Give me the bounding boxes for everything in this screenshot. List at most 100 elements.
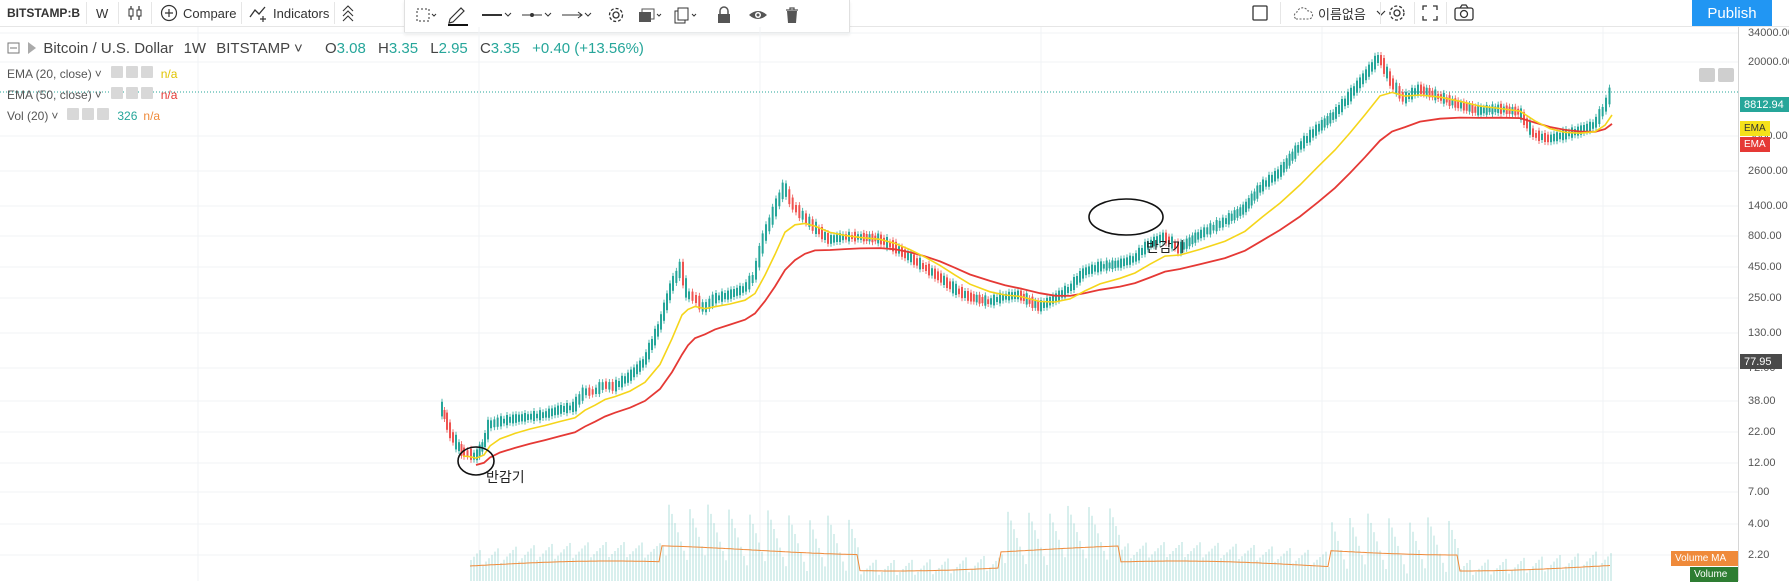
volume-bar bbox=[650, 551, 652, 581]
volume-bar bbox=[1208, 551, 1210, 581]
candle-body bbox=[1457, 100, 1460, 109]
legend-action-icons[interactable] bbox=[108, 87, 153, 102]
selection-tool[interactable] bbox=[413, 4, 439, 26]
fullscreen-toggle[interactable] bbox=[1251, 0, 1269, 26]
templates-button[interactable] bbox=[341, 0, 355, 26]
candle-body bbox=[711, 294, 714, 307]
brush-tool[interactable] bbox=[445, 4, 471, 26]
legend-chevron-icon[interactable]: ˅ bbox=[289, 40, 303, 57]
volume-bar bbox=[1568, 563, 1570, 581]
candle-body bbox=[1411, 87, 1413, 100]
candle-body bbox=[1583, 125, 1585, 133]
candle-body bbox=[527, 414, 529, 420]
volume-value: 326 bbox=[117, 108, 138, 123]
candle-body bbox=[1247, 198, 1250, 209]
bar-style-button[interactable] bbox=[127, 0, 143, 26]
volume-bar bbox=[1310, 565, 1312, 581]
candle-body bbox=[1197, 232, 1200, 240]
candle-body bbox=[721, 291, 723, 302]
volume-bar bbox=[1124, 546, 1126, 581]
volume-bar bbox=[857, 547, 859, 581]
chevron-down-icon[interactable]: ˅ bbox=[51, 108, 59, 123]
line-style-tool[interactable] bbox=[519, 4, 553, 26]
candle-body bbox=[1271, 174, 1273, 183]
volume-bar bbox=[674, 523, 676, 581]
volume-bar bbox=[1160, 545, 1162, 581]
ema20-legend[interactable]: EMA (20, close) ˅ n/a bbox=[7, 66, 177, 81]
compare-button[interactable]: Compare bbox=[160, 0, 236, 26]
drawing-settings[interactable] bbox=[603, 4, 629, 26]
volume-bar bbox=[1262, 554, 1264, 581]
ema50-legend[interactable]: EMA (50, close) ˅ n/a bbox=[7, 87, 177, 102]
volume-bar bbox=[1409, 522, 1411, 581]
volume-bar bbox=[473, 556, 475, 581]
chevron-down-icon[interactable]: ˅ bbox=[94, 87, 102, 102]
candle-body bbox=[1064, 285, 1066, 298]
volume-bar bbox=[1427, 517, 1429, 581]
volume-bar bbox=[536, 559, 538, 581]
indicators-button[interactable]: Indicators bbox=[249, 0, 329, 26]
candle-body bbox=[1105, 260, 1108, 271]
lock-tool[interactable] bbox=[711, 4, 737, 26]
chevron-down-icon[interactable]: ˅ bbox=[94, 66, 102, 81]
candle-body bbox=[1414, 88, 1416, 96]
pencil-icon bbox=[448, 7, 468, 26]
visibility-tool[interactable] bbox=[745, 4, 771, 26]
divider bbox=[1280, 2, 1281, 24]
candle-body bbox=[1291, 151, 1294, 161]
settings-button[interactable] bbox=[1387, 0, 1407, 26]
fullscreen-button[interactable] bbox=[1421, 0, 1439, 26]
volume-bar bbox=[1043, 556, 1045, 581]
publish-button[interactable]: Publish bbox=[1692, 0, 1772, 26]
delete-tool[interactable] bbox=[779, 4, 805, 26]
volume-legend[interactable]: Vol (20) ˅ 326 n/a bbox=[7, 108, 160, 123]
ema50-tag: EMA bbox=[1740, 137, 1770, 152]
expand-icon bbox=[1422, 5, 1438, 21]
clone-tool[interactable] bbox=[673, 4, 699, 26]
candle-body bbox=[1002, 294, 1004, 301]
price-scale[interactable] bbox=[1738, 27, 1789, 581]
volume-bar bbox=[509, 553, 511, 581]
candle-body bbox=[595, 387, 597, 394]
volume-bar bbox=[1373, 532, 1375, 581]
line-end-tool[interactable] bbox=[559, 4, 593, 26]
candle-body bbox=[1359, 77, 1361, 89]
volume-bar bbox=[1580, 568, 1582, 581]
layout-menu[interactable]: 이름없음 bbox=[1290, 0, 1388, 26]
volume-bar bbox=[1103, 550, 1105, 581]
candle-body bbox=[484, 433, 486, 447]
candle-body bbox=[715, 293, 717, 304]
legend-exchange: BITSTAMP bbox=[216, 40, 290, 57]
candle-body bbox=[1123, 258, 1125, 267]
line-width-tool[interactable] bbox=[479, 4, 513, 26]
pane-maximize-button[interactable] bbox=[1718, 68, 1734, 82]
candle-body bbox=[771, 206, 774, 225]
volume-bar bbox=[1517, 564, 1519, 581]
volume-bar bbox=[1601, 562, 1603, 581]
volume-bar bbox=[1514, 567, 1516, 581]
candle-body bbox=[1350, 87, 1352, 102]
candle-body bbox=[1306, 136, 1308, 143]
candle-body bbox=[1067, 287, 1069, 293]
volume-bar bbox=[1550, 564, 1552, 581]
volume-bar bbox=[1439, 553, 1441, 581]
candle-body bbox=[1288, 153, 1291, 166]
volume-bar bbox=[1226, 552, 1228, 581]
volume-bar bbox=[1061, 548, 1063, 581]
visual-order-tool[interactable] bbox=[637, 4, 663, 26]
volume-bar bbox=[1553, 561, 1555, 581]
legend-action-icons[interactable] bbox=[64, 108, 110, 123]
snapshot-button[interactable] bbox=[1453, 0, 1475, 26]
candle-body bbox=[1395, 82, 1398, 94]
candle-body bbox=[1061, 290, 1063, 298]
interval-button[interactable]: W bbox=[96, 0, 108, 26]
volume-bar bbox=[1175, 548, 1177, 581]
candle-body bbox=[1274, 170, 1276, 182]
pane-collapse-button[interactable] bbox=[1699, 68, 1715, 82]
candle-body bbox=[651, 339, 653, 350]
candle-body bbox=[1532, 128, 1534, 137]
legend-action-icons[interactable] bbox=[108, 66, 153, 81]
symbol-search[interactable]: BITSTAMP:B bbox=[7, 0, 80, 26]
collapse-icon[interactable] bbox=[7, 42, 21, 54]
price-chart[interactable] bbox=[0, 27, 1738, 581]
